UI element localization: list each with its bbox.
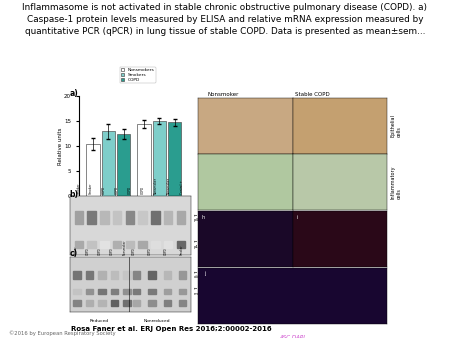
Bar xyxy=(164,289,171,294)
Text: Control +: Control + xyxy=(180,180,184,194)
Bar xyxy=(100,212,108,224)
Bar xyxy=(133,299,140,306)
Text: b): b) xyxy=(70,190,79,199)
Bar xyxy=(179,270,186,279)
Bar xyxy=(73,299,81,306)
Bar xyxy=(179,299,186,306)
Text: COPD: COPD xyxy=(110,247,114,255)
Bar xyxy=(86,270,93,279)
Bar xyxy=(102,131,115,196)
Bar xyxy=(151,212,160,224)
Text: ← Casp
p45: ← Casp p45 xyxy=(194,214,208,222)
Text: Reduced: Reduced xyxy=(90,319,108,323)
Text: Rosa Faner et al. ERJ Open Res 2016;2:00002-2016: Rosa Faner et al. ERJ Open Res 2016;2:00… xyxy=(71,326,271,332)
Bar xyxy=(139,212,147,224)
Text: h: h xyxy=(202,215,205,220)
Bar xyxy=(73,289,81,294)
Bar xyxy=(164,299,171,306)
Bar xyxy=(87,212,96,224)
Text: COPD: COPD xyxy=(115,186,119,194)
Text: COPD: COPD xyxy=(86,247,90,255)
Bar xyxy=(75,241,83,248)
Text: COPD: COPD xyxy=(128,186,132,194)
Bar xyxy=(168,122,181,196)
Bar xyxy=(117,134,130,196)
Text: i: i xyxy=(296,215,297,220)
Bar xyxy=(100,241,108,248)
Text: Marker: Marker xyxy=(74,245,78,255)
Text: ← Casp
p10: ← Casp p10 xyxy=(194,240,208,249)
Text: Smoker: Smoker xyxy=(76,182,80,194)
Text: COPD: COPD xyxy=(148,247,152,255)
Bar xyxy=(75,212,83,224)
Text: Caspase-1
pg·mL⁻¹·mg tissue⁻¹
ELISA: Caspase-1 pg·mL⁻¹·mg tissue⁻¹ ELISA xyxy=(86,214,130,227)
Bar xyxy=(133,289,140,294)
Bar xyxy=(123,289,130,294)
Legend: Nonsmokers, Smokers, COPD: Nonsmokers, Smokers, COPD xyxy=(120,67,156,83)
Bar xyxy=(86,289,93,294)
Bar xyxy=(151,241,160,248)
Bar xyxy=(126,241,134,248)
Bar xyxy=(153,121,166,196)
Text: Inflammasome is not activated in stable chronic obstructive pulmonary disease (C: Inflammasome is not activated in stable … xyxy=(22,3,427,36)
Bar xyxy=(126,212,134,224)
Text: Nonsmoker: Nonsmoker xyxy=(154,177,157,194)
Bar xyxy=(164,241,172,248)
Bar xyxy=(87,241,96,248)
Text: COPD: COPD xyxy=(164,247,168,255)
Text: Smoker: Smoker xyxy=(180,244,184,255)
Text: Nonsmoker: Nonsmoker xyxy=(166,177,171,194)
Bar xyxy=(111,270,118,279)
Text: ← ASC
oligomer: ← ASC oligomer xyxy=(194,271,212,279)
Bar xyxy=(111,299,118,306)
Text: Caspase-1 mRNA
×10
qPCR: Caspase-1 mRNA ×10 qPCR xyxy=(141,214,178,227)
Text: Nonsmoker: Nonsmoker xyxy=(207,92,238,97)
Bar xyxy=(113,241,122,248)
Bar xyxy=(98,289,106,294)
Text: Stable COPD: Stable COPD xyxy=(295,92,330,97)
Text: Nonreduced: Nonreduced xyxy=(144,319,171,323)
Bar xyxy=(148,299,156,306)
Bar xyxy=(148,289,156,294)
Text: Inflammatory
cells: Inflammatory cells xyxy=(391,165,401,199)
Text: Epithelial
cells: Epithelial cells xyxy=(391,114,401,137)
Bar xyxy=(148,270,156,279)
Bar xyxy=(113,212,122,224)
Bar xyxy=(164,212,172,224)
Bar xyxy=(86,299,93,306)
Bar xyxy=(137,124,151,196)
Text: COPD: COPD xyxy=(141,186,145,194)
Bar xyxy=(123,270,130,279)
Text: COPD: COPD xyxy=(98,247,102,255)
Text: c): c) xyxy=(70,249,78,258)
Text: j: j xyxy=(204,270,205,275)
Bar xyxy=(139,241,147,248)
Bar xyxy=(98,299,106,306)
Text: ©2016 by European Respiratory Society: ©2016 by European Respiratory Society xyxy=(9,331,116,336)
Bar xyxy=(98,270,106,279)
Text: ← ASC
monomer: ← ASC monomer xyxy=(194,287,213,296)
Bar xyxy=(179,289,186,294)
Bar xyxy=(73,270,81,279)
Y-axis label: Relative units: Relative units xyxy=(58,127,63,165)
Bar xyxy=(177,212,185,224)
Bar xyxy=(123,299,130,306)
Bar xyxy=(86,144,100,196)
Bar xyxy=(177,241,185,248)
Bar xyxy=(111,289,118,294)
Text: Smoker: Smoker xyxy=(89,182,93,194)
Text: Nonsmoker: Nonsmoker xyxy=(122,239,126,255)
Text: a): a) xyxy=(70,89,78,98)
Bar xyxy=(133,270,140,279)
Text: COPD: COPD xyxy=(132,247,136,255)
Text: ASC DAPI: ASC DAPI xyxy=(279,335,306,338)
Bar xyxy=(164,270,171,279)
Text: COPD: COPD xyxy=(102,186,106,194)
